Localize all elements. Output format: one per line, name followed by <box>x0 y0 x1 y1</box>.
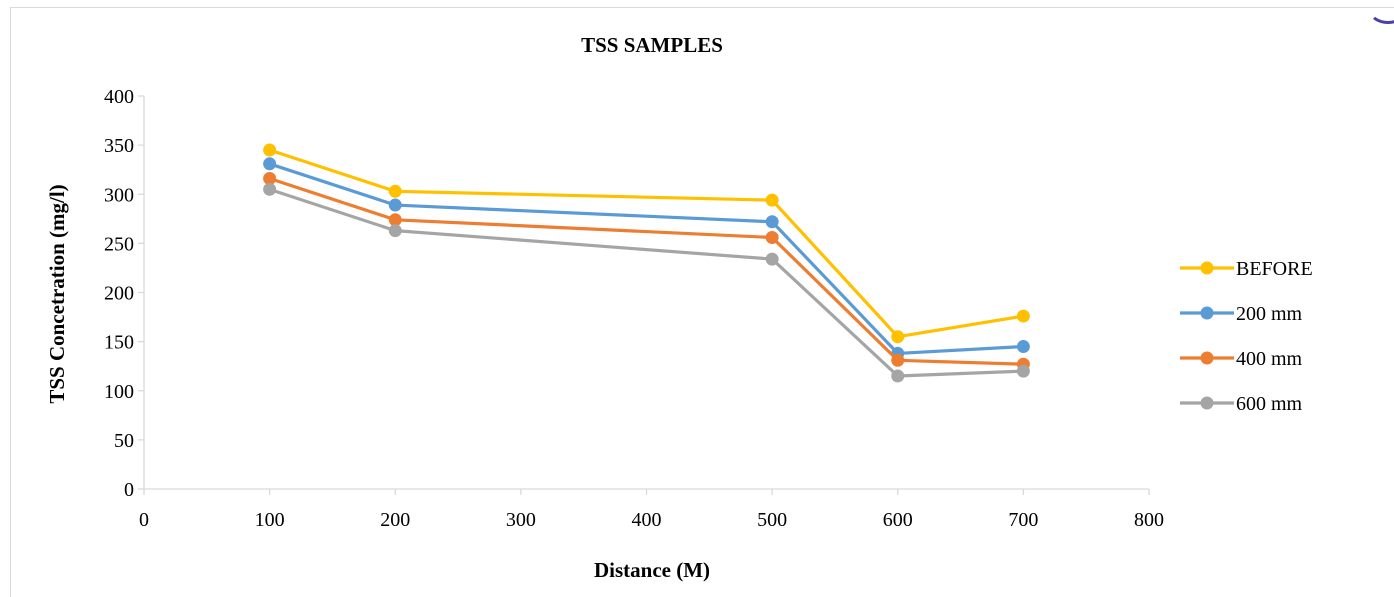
data-point <box>765 230 779 244</box>
y-axis-title: TSS Concetration (mg/l) <box>45 184 69 403</box>
x-tick-label: 300 <box>506 509 536 531</box>
y-tick-label: 300 <box>104 184 134 206</box>
series-before <box>263 143 1030 344</box>
data-point <box>1016 364 1030 378</box>
data-point <box>388 198 402 212</box>
x-tick-label: 500 <box>757 509 787 531</box>
series-200-mm <box>263 157 1030 360</box>
y-tick-label: 0 <box>124 479 134 501</box>
legend-item: 400 mm <box>1180 348 1303 370</box>
data-point <box>765 215 779 229</box>
data-point <box>765 252 779 266</box>
data-point <box>891 369 905 383</box>
x-tick-label: 400 <box>632 509 662 531</box>
data-point <box>263 172 277 186</box>
data-point <box>1016 340 1030 354</box>
legend-label: 200 mm <box>1236 303 1303 325</box>
x-tick-label: 700 <box>1008 509 1038 531</box>
data-point <box>388 213 402 227</box>
data-point <box>263 182 277 196</box>
series-line <box>268 176 1025 366</box>
data-point <box>1016 309 1030 323</box>
axes: 0 50 100 150 200 250 300 350 400 0 100 200 300 400 500… <box>104 86 1164 531</box>
y-tick-label: 400 <box>104 86 134 108</box>
data-point <box>891 353 905 367</box>
x-tick-label: 0 <box>139 509 149 531</box>
series-line <box>268 148 1025 339</box>
data-point <box>891 330 905 344</box>
x-axis-title: Distance (M) <box>594 558 710 582</box>
legend-swatch-marker <box>1200 261 1214 275</box>
legend-label: 600 mm <box>1236 393 1303 415</box>
data-point <box>388 224 402 238</box>
data-point <box>765 193 779 207</box>
corner-logo-mark <box>1368 0 1394 24</box>
y-tick-label: 350 <box>104 135 134 157</box>
legend-swatch-marker <box>1200 396 1214 410</box>
series-400-mm <box>263 172 1030 371</box>
chart-frame <box>10 7 1394 597</box>
x-tick-label: 600 <box>883 509 913 531</box>
data-point <box>388 184 402 198</box>
legend-item: BEFORE <box>1180 258 1313 280</box>
y-tick-label: 50 <box>114 430 134 452</box>
chart-title: TSS SAMPLES <box>581 33 723 57</box>
data-point <box>263 143 277 157</box>
legend-swatch-marker <box>1200 306 1214 320</box>
legend-label: BEFORE <box>1236 258 1313 280</box>
series-line <box>268 162 1025 356</box>
series-lines <box>263 143 1030 383</box>
legend-swatch-marker <box>1200 351 1214 365</box>
y-tick-label: 250 <box>104 233 134 255</box>
legend-label: 400 mm <box>1236 348 1303 370</box>
legend-item: 600 mm <box>1180 393 1303 415</box>
x-tick-label: 800 <box>1134 509 1164 531</box>
legend: BEFORE 200 mm 400 mm 600 mm <box>1180 258 1313 415</box>
data-point <box>263 157 277 171</box>
x-tick-label: 100 <box>255 509 285 531</box>
y-tick-label: 150 <box>104 332 134 354</box>
legend-item: 200 mm <box>1180 303 1303 325</box>
y-tick-label: 100 <box>104 381 134 403</box>
y-tick-label: 200 <box>104 283 134 305</box>
series-600-mm <box>263 182 1030 383</box>
x-tick-label: 200 <box>380 509 410 531</box>
